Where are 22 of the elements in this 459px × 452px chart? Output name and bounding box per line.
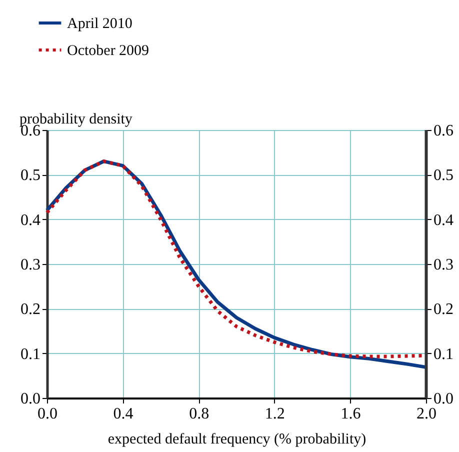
x-tick-label: 0.8 bbox=[189, 406, 210, 422]
x-tick-label: 0.0 bbox=[38, 406, 58, 422]
y2-tick-label: 0.4 bbox=[434, 212, 454, 229]
x-tick-label: 1.6 bbox=[340, 406, 361, 422]
y2-tick-label: 0.3 bbox=[434, 256, 454, 274]
y-tick-label: 0.1 bbox=[20, 346, 40, 363]
y2-tick-label: 0.1 bbox=[434, 346, 454, 363]
y2-tick-label: 0.0 bbox=[434, 390, 454, 408]
y2-tick-label: 0.2 bbox=[434, 301, 454, 318]
y-tick-label: 0.4 bbox=[20, 212, 40, 229]
legend-label: October 2009 bbox=[67, 43, 150, 59]
legend-label: April 2010 bbox=[67, 16, 132, 32]
y2-tick-label: 0.6 bbox=[434, 122, 454, 140]
y-tick-label: 0.3 bbox=[20, 256, 40, 274]
x-axis-title: expected default frequency (% probability) bbox=[108, 432, 366, 448]
x-tick-label: 1.2 bbox=[264, 406, 285, 422]
x-tick-label: 2.0 bbox=[416, 406, 436, 422]
y-tick-label: 0.5 bbox=[20, 167, 40, 184]
y2-tick-label: 0.5 bbox=[434, 167, 454, 184]
y-tick-label: 0.2 bbox=[20, 301, 40, 318]
x-tick-label: 0.4 bbox=[113, 406, 134, 422]
y-tick-label: 0.0 bbox=[20, 390, 40, 408]
